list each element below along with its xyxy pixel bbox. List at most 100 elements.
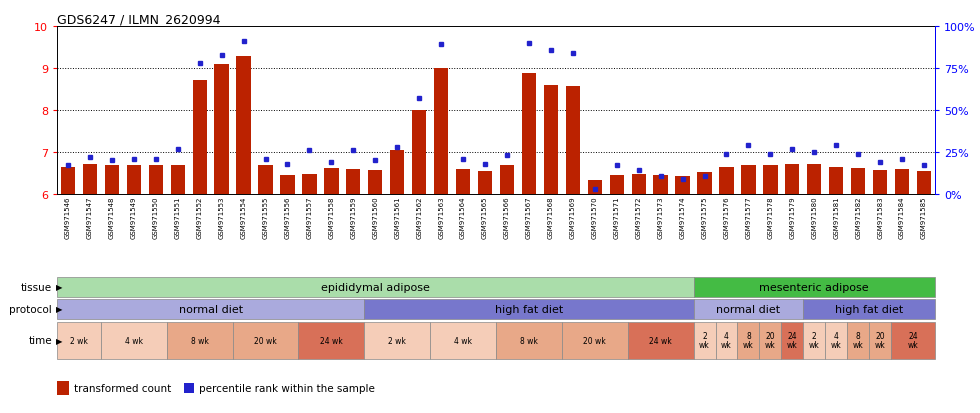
Bar <box>302 174 317 195</box>
Bar <box>781 322 804 359</box>
Text: time: time <box>28 336 52 346</box>
Bar <box>610 176 624 195</box>
Bar <box>654 176 667 195</box>
Bar <box>434 69 448 195</box>
Bar <box>412 111 426 195</box>
Bar <box>829 167 844 195</box>
Bar <box>562 322 628 359</box>
Bar <box>917 171 931 195</box>
Bar <box>521 74 536 195</box>
Bar <box>804 322 825 359</box>
Text: 20 wk: 20 wk <box>254 336 277 345</box>
Bar <box>171 165 185 195</box>
Text: 4 wk: 4 wk <box>454 336 472 345</box>
Bar <box>280 176 295 195</box>
Bar <box>101 322 167 359</box>
Bar <box>236 57 251 195</box>
Bar <box>804 299 935 319</box>
Bar <box>215 65 228 195</box>
Bar <box>760 322 781 359</box>
Text: 2 wk: 2 wk <box>388 336 406 345</box>
Text: 20
wk: 20 wk <box>765 332 776 350</box>
Bar <box>588 181 602 195</box>
Bar <box>715 322 738 359</box>
Text: epididymal adipose: epididymal adipose <box>320 282 429 292</box>
Text: 2
wk: 2 wk <box>808 332 819 350</box>
Bar <box>57 299 365 319</box>
Bar <box>675 177 690 195</box>
Text: ▶: ▶ <box>56 283 63 292</box>
Bar <box>61 167 75 195</box>
Bar <box>694 277 935 297</box>
Bar <box>324 169 338 195</box>
Bar <box>851 169 865 195</box>
Bar <box>565 86 580 195</box>
Text: 4
wk: 4 wk <box>721 332 732 350</box>
Bar <box>847 322 869 359</box>
Bar <box>57 277 694 297</box>
Bar <box>763 166 777 195</box>
Bar <box>631 174 646 195</box>
Bar <box>628 322 694 359</box>
Bar <box>57 322 101 359</box>
Text: ▶: ▶ <box>56 305 63 314</box>
Bar <box>873 170 887 195</box>
Bar <box>500 166 514 195</box>
Text: 2 wk: 2 wk <box>70 336 88 345</box>
Bar <box>259 165 272 195</box>
Bar <box>825 322 847 359</box>
Bar <box>478 171 492 195</box>
Bar <box>105 165 119 195</box>
Bar <box>738 322 760 359</box>
Bar <box>808 164 821 195</box>
Text: 2
wk: 2 wk <box>699 332 710 350</box>
Text: 20
wk: 20 wk <box>875 332 886 350</box>
Bar <box>694 299 804 319</box>
Bar <box>785 164 800 195</box>
Bar <box>368 170 382 195</box>
Bar <box>891 322 935 359</box>
Bar <box>232 322 299 359</box>
Bar <box>456 169 470 195</box>
Text: ▶: ▶ <box>56 336 63 345</box>
Text: high fat diet: high fat diet <box>835 304 904 314</box>
Bar <box>430 322 496 359</box>
Text: 4 wk: 4 wk <box>124 336 143 345</box>
Text: mesenteric adipose: mesenteric adipose <box>760 282 869 292</box>
Bar <box>496 322 562 359</box>
Text: tissue: tissue <box>21 282 52 292</box>
Text: transformed count: transformed count <box>74 383 171 393</box>
Bar <box>719 167 734 195</box>
Text: high fat diet: high fat diet <box>495 304 563 314</box>
Bar <box>365 299 694 319</box>
Text: percentile rank within the sample: percentile rank within the sample <box>199 383 375 393</box>
Bar <box>895 169 909 195</box>
Bar <box>741 166 756 195</box>
Bar <box>167 322 232 359</box>
Text: normal diet: normal diet <box>716 304 780 314</box>
Text: 24 wk: 24 wk <box>650 336 672 345</box>
Bar <box>544 85 558 195</box>
Bar <box>149 166 163 195</box>
Text: 20 wk: 20 wk <box>583 336 607 345</box>
Text: GDS6247 / ILMN_2620994: GDS6247 / ILMN_2620994 <box>57 13 220 26</box>
Text: protocol: protocol <box>10 304 52 314</box>
Bar <box>299 322 365 359</box>
Text: 4
wk: 4 wk <box>831 332 842 350</box>
Bar <box>365 322 430 359</box>
Bar <box>698 173 711 195</box>
Text: 24
wk: 24 wk <box>907 332 918 350</box>
Bar <box>869 322 891 359</box>
Text: 24 wk: 24 wk <box>320 336 343 345</box>
Bar <box>390 150 405 195</box>
Bar <box>82 164 97 195</box>
Bar <box>694 322 715 359</box>
Text: normal diet: normal diet <box>178 304 243 314</box>
Text: 8
wk: 8 wk <box>853 332 863 350</box>
Bar <box>126 166 141 195</box>
Text: 24
wk: 24 wk <box>787 332 798 350</box>
Bar <box>346 169 361 195</box>
Bar <box>192 81 207 195</box>
Text: 8
wk: 8 wk <box>743 332 754 350</box>
Text: 8 wk: 8 wk <box>191 336 209 345</box>
